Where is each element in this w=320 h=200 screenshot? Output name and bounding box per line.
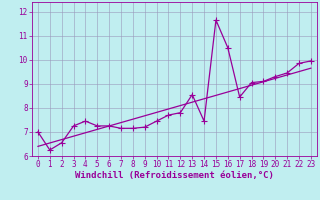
X-axis label: Windchill (Refroidissement éolien,°C): Windchill (Refroidissement éolien,°C) bbox=[75, 171, 274, 180]
